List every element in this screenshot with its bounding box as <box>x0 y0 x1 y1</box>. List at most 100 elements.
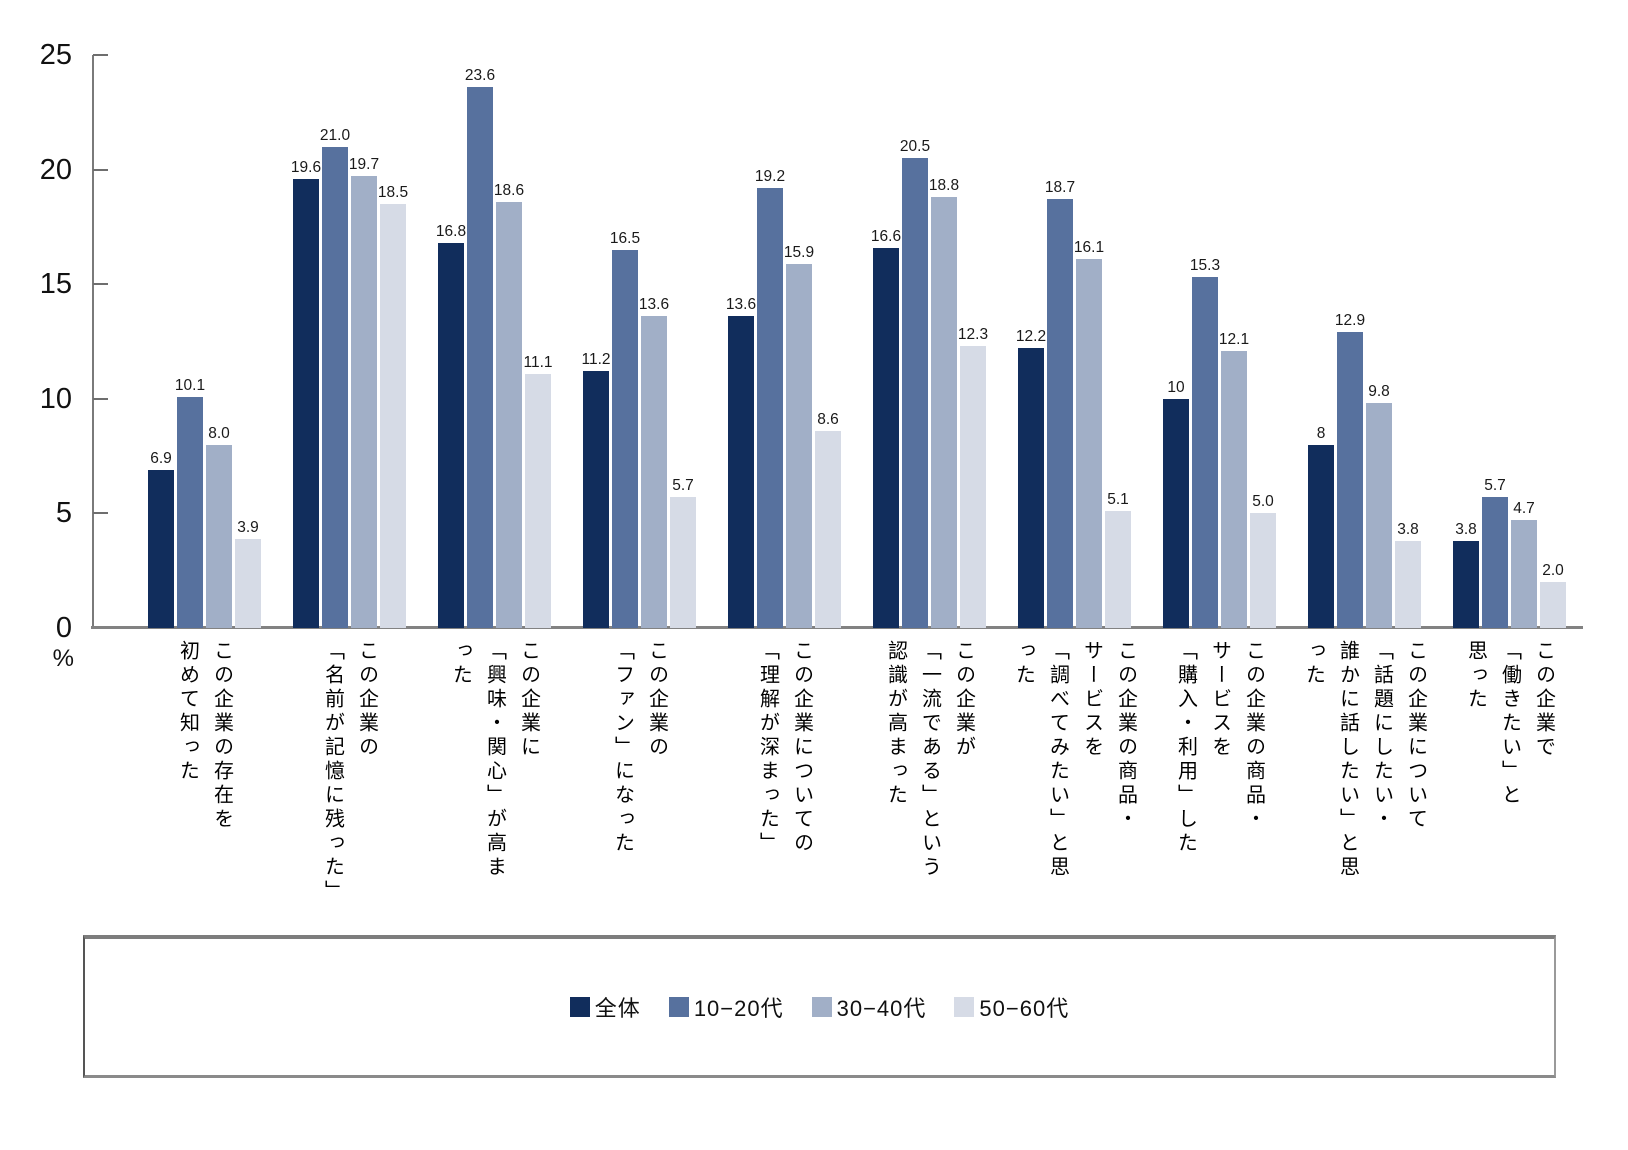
bar-value-label: 12.9 <box>1334 312 1366 329</box>
bar <box>1076 259 1102 628</box>
y-tick-label: 5 <box>55 497 72 530</box>
bar <box>351 176 377 628</box>
bar-value-label: 9.8 <box>1368 383 1390 400</box>
bar <box>438 243 464 628</box>
bar <box>1308 445 1334 628</box>
bar-value-label: 21.0 <box>319 127 351 144</box>
bar <box>1453 541 1479 628</box>
legend-item: 50−60代 <box>954 991 1069 1023</box>
bar <box>815 431 841 628</box>
y-tick-mark <box>93 283 108 286</box>
legend-swatch-icon <box>668 997 689 1017</box>
bar-value-label: 15.9 <box>783 244 815 261</box>
bar <box>612 250 638 628</box>
legend-row: 全体 10−20代 30−40代 50−60代 <box>569 991 1069 1023</box>
bar <box>525 374 551 628</box>
bar-value-label: 23.6 <box>464 67 496 84</box>
bar-value-label: 8 <box>1316 425 1326 442</box>
bar <box>322 147 348 628</box>
bar-value-label: 5.0 <box>1252 493 1274 510</box>
bar-value-label: 12.1 <box>1218 331 1250 348</box>
bar <box>786 264 812 628</box>
bar-value-label: 6.9 <box>150 450 172 467</box>
category-label: この企業の 「名前が記憶に残った」 <box>321 640 378 904</box>
bar <box>206 445 232 628</box>
y-tick-mark <box>93 397 108 400</box>
bar-value-label: 16.5 <box>609 230 641 247</box>
bar-value-label: 13.6 <box>725 296 757 313</box>
category-label: この企業の存在を 初めて知った <box>176 640 233 832</box>
bar <box>177 397 203 628</box>
bar-value-label: 12.2 <box>1015 328 1047 345</box>
y-axis-line <box>92 55 94 628</box>
y-tick-label: 25 <box>39 39 72 71</box>
bar <box>1511 520 1537 628</box>
y-tick-label: 20 <box>39 153 72 186</box>
legend-label: 全体 <box>594 996 641 1021</box>
category-label: この企業が 「一流である」という 認識が高まった <box>884 640 975 880</box>
bar <box>641 316 667 628</box>
bar-value-label: 13.6 <box>638 296 670 313</box>
bar <box>496 202 522 628</box>
category-label: この企業の商品・ サービスを 「調べてみたい」と思った <box>1012 640 1137 880</box>
bar <box>1047 199 1073 628</box>
y-tick-mark <box>93 54 108 56</box>
category-label: この企業の商品・ サービスを 「購入・利用」した <box>1174 640 1265 856</box>
legend-label: 50−60代 <box>979 996 1070 1021</box>
bar <box>1482 497 1508 628</box>
bar <box>757 188 783 628</box>
y-axis-unit-label: % <box>52 645 74 672</box>
bar-value-label: 11.1 <box>523 354 553 371</box>
bar-value-label: 18.8 <box>928 177 960 194</box>
bar-value-label: 20.5 <box>899 138 931 155</box>
bar-value-label: 5.1 <box>1107 491 1129 508</box>
bar <box>902 158 928 628</box>
category-label: この企業についての 「理解が深まった」 <box>756 640 813 856</box>
bar-value-label: 8.6 <box>817 411 839 428</box>
y-tick-mark <box>93 512 108 515</box>
legend-item: 30−40代 <box>811 991 927 1023</box>
bar-value-label: 16.1 <box>1073 239 1105 256</box>
y-tick-label: 10 <box>39 382 72 415</box>
bar-value-label: 8.0 <box>208 425 230 442</box>
legend: 全体 10−20代 30−40代 50−60代 <box>83 935 1556 1078</box>
category-label: この企業に 「興味・関心」が高まった <box>449 640 540 880</box>
bar-value-label: 19.7 <box>348 156 380 173</box>
legend-item: 全体 <box>569 991 641 1023</box>
bar <box>873 248 899 628</box>
bar-value-label: 19.6 <box>290 159 322 176</box>
bar-value-label: 3.8 <box>1397 521 1419 538</box>
bar <box>293 179 319 628</box>
bar-value-label: 5.7 <box>1484 477 1506 494</box>
y-tick-label: 15 <box>39 268 72 301</box>
bar-value-label: 16.8 <box>435 223 467 240</box>
bar-value-label: 3.9 <box>237 519 259 536</box>
legend-swatch-icon <box>569 997 590 1017</box>
bar <box>148 470 174 628</box>
bar-value-label: 18.7 <box>1044 179 1076 196</box>
bar-value-label: 2.0 <box>1542 562 1564 579</box>
legend-swatch-icon <box>811 997 832 1017</box>
category-label: この企業の 「ファン」になった <box>611 640 668 856</box>
plot-area: % 0 5 10 15 20 25 6.9 10.1 8.0 3.9 この企業の存在を 初めて知った… <box>39 39 1583 904</box>
legend-label: 10−20代 <box>693 996 784 1021</box>
y-tick-mark <box>93 168 108 171</box>
category-label: この企業について 「話題にしたい・ 誰かに話したい」と思った <box>1302 640 1427 880</box>
bar-value-label: 18.5 <box>377 184 409 201</box>
bar <box>1192 277 1218 628</box>
bar-value-label: 18.6 <box>493 182 525 199</box>
legend-swatch-icon <box>954 997 975 1017</box>
bar-value-label: 19.2 <box>754 168 786 185</box>
bar-value-label: 10 <box>1167 379 1185 396</box>
category-label: この企業で 「働きたい」と 思った <box>1464 640 1555 808</box>
bar <box>1018 348 1044 628</box>
bar <box>670 497 696 628</box>
legend-label: 30−40代 <box>836 996 927 1021</box>
bar-value-label: 5.7 <box>672 477 694 494</box>
bar <box>1105 511 1131 628</box>
bar-value-label: 16.6 <box>870 228 902 245</box>
bar <box>467 87 493 628</box>
bar <box>1163 399 1189 628</box>
bar <box>1395 541 1421 628</box>
legend-item: 10−20代 <box>668 991 784 1023</box>
